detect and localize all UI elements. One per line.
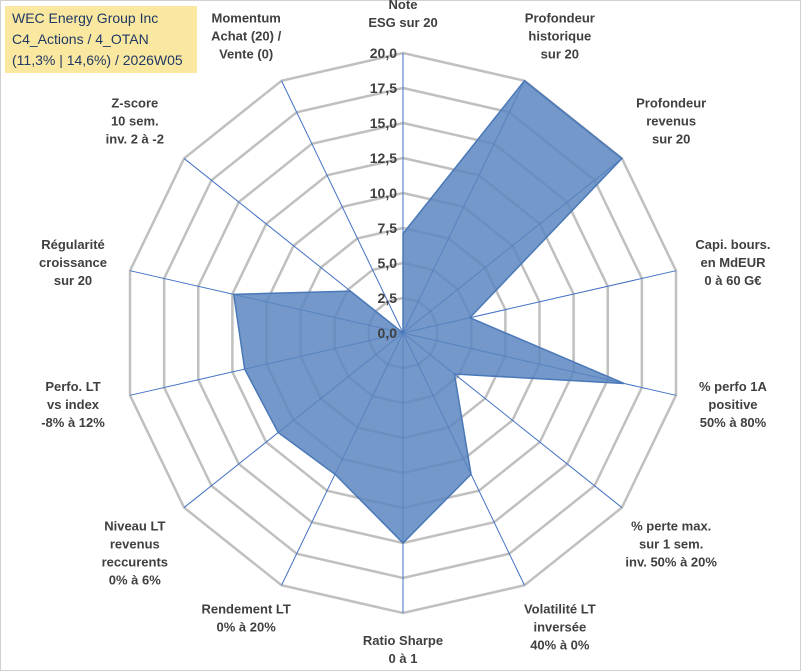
axis-label-line: reccurents (102, 555, 168, 570)
axis-label-line: Profondeur (525, 11, 595, 26)
axis-label-line: Capi. bours. (695, 237, 770, 252)
axis-label-line: Niveau LT (104, 519, 165, 534)
axis-label-line: 0% à 6% (109, 573, 161, 588)
axis-label-line: vs index (47, 397, 100, 412)
chart-title-period: (11,3% | 14,6%) / 2026W05 (12, 52, 183, 68)
axis-label-line: sur 20 (541, 47, 579, 62)
axis-label-8: Rendement LT 0% à 20% (201, 601, 290, 634)
axis-label-3: Capi. bours. en MdEUR 0 à 60 G€ (695, 237, 770, 288)
chart-title-box: WEC Energy Group Inc C4_Actions / 4_OTAN… (5, 6, 197, 73)
axis-label-line: Perfo. LT (45, 379, 100, 394)
tick-label: 15,0 (370, 115, 397, 131)
axis-label-7: Ratio Sharpe 0 à 1 (363, 633, 443, 666)
axis-label-line: Rendement LT (201, 601, 290, 616)
axis-label-12: Z-score 10 sem. inv. 2 à -2 (106, 95, 164, 146)
tick-label: 5,0 (378, 255, 398, 271)
axis-label-line: 0 à 1 (389, 651, 418, 666)
axis-label-line: sur 20 (54, 273, 92, 288)
axis-label-line: 40% à 0% (530, 637, 590, 652)
axis-label-line: -8% à 12% (41, 415, 105, 430)
axis-label-line: Volatilité LT (524, 601, 596, 616)
axis-label-line: inversée (533, 619, 586, 634)
axis-label-line: croissance (39, 255, 107, 270)
tick-label: 10,0 (370, 185, 397, 201)
axis-label-line: Z-score (111, 95, 158, 110)
axis-label-10: Perfo. LT vs index -8% à 12% (41, 379, 105, 430)
tick-label: 12,5 (370, 150, 397, 166)
tick-label: 20,0 (370, 45, 397, 61)
tick-label: 2,5 (378, 290, 398, 306)
axis-label-5: % perte max. sur 1 sem. inv. 50% à 20% (625, 519, 717, 570)
spoke-13 (281, 80, 404, 334)
axis-label-line: 0 à 60 G€ (704, 273, 761, 288)
axis-label-line: ESG sur 20 (368, 15, 437, 30)
axis-label-line: Vente (0) (219, 47, 273, 62)
axis-label-11: Régularité croissance sur 20 (39, 237, 107, 288)
axis-label-line: sur 1 sem. (639, 537, 703, 552)
axis-label-line: en MdEUR (700, 255, 766, 270)
axis-label-4: % perfo 1A positive 50% à 80% (699, 379, 768, 430)
axis-label-line: positive (708, 397, 757, 412)
axis-label-line: Régularité (41, 237, 105, 252)
axis-label-line: Ratio Sharpe (363, 633, 443, 648)
chart-title-company: WEC Energy Group Inc (12, 10, 159, 26)
data-series-area (232, 79, 625, 545)
axis-label-line: 0% à 20% (217, 619, 277, 634)
axis-label-line: 10 sem. (111, 113, 159, 128)
chart-title-category: C4_Actions / 4_OTAN (12, 31, 149, 47)
axis-label-line: sur 20 (652, 131, 690, 146)
axis-label-2: Profondeur revenus sur 20 (636, 95, 706, 146)
axis-label-line: 50% à 80% (700, 415, 767, 430)
axis-label-13: Momentum Achat (20) / Vente (0) (211, 11, 281, 62)
axis-label-line: Momentum (211, 11, 280, 26)
axis-label-line: inv. 2 à -2 (106, 131, 164, 146)
axis-label-0: Note ESG sur 20 (368, 0, 437, 30)
axis-label-line: inv. 50% à 20% (625, 555, 717, 570)
tick-label: 17,5 (370, 80, 397, 96)
axis-label-9: Niveau LT revenus reccurents 0% à 6% (102, 519, 168, 588)
axis-label-line: revenus (646, 113, 696, 128)
tick-label: 7,5 (378, 220, 398, 236)
axis-label-line: Achat (20) / (211, 29, 281, 44)
tick-label: 0,0 (378, 325, 398, 341)
axis-label-line: % perfo 1A (699, 379, 768, 394)
axis-label-line: Profondeur (636, 95, 706, 110)
axis-label-line: historique (528, 29, 591, 44)
axis-label-line: revenus (110, 537, 160, 552)
axis-label-line: % perte max. (631, 519, 711, 534)
axis-label-line: Note (389, 0, 418, 12)
axis-label-6: Volatilité LT inversée 40% à 0% (524, 601, 596, 652)
axis-label-1: Profondeur historique sur 20 (525, 11, 595, 62)
